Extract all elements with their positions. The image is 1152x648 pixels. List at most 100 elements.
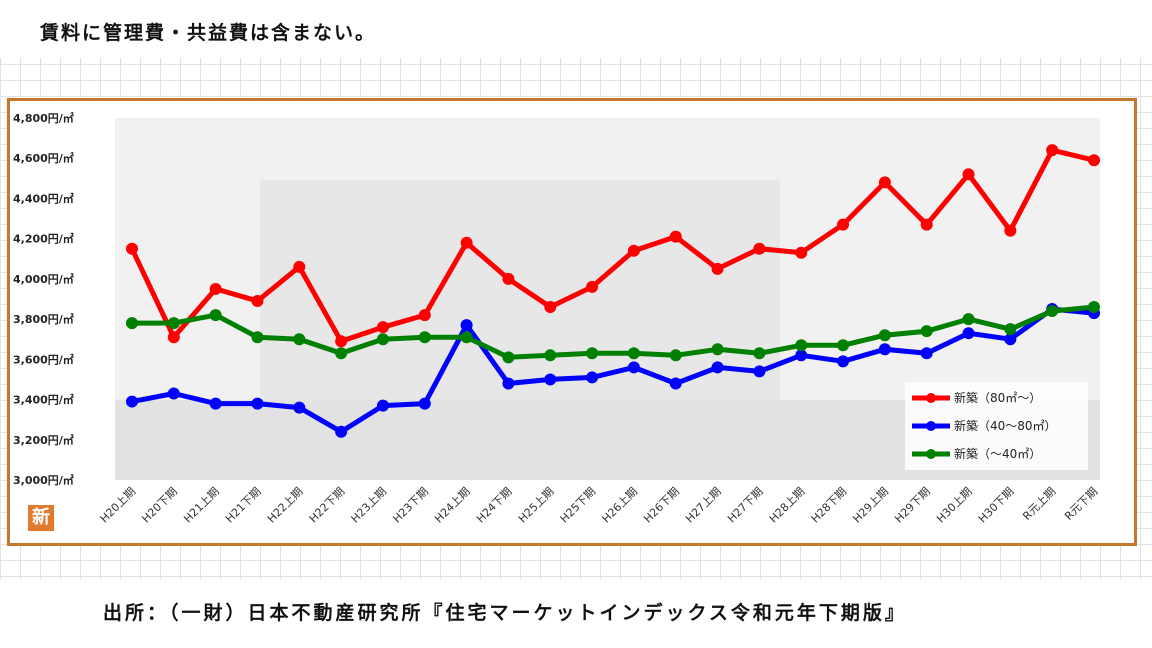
data-point xyxy=(502,351,515,364)
data-point xyxy=(753,365,766,378)
data-point xyxy=(837,218,850,231)
data-point xyxy=(460,319,473,332)
data-point xyxy=(586,347,599,360)
x-tick-label: H27下期 xyxy=(725,485,766,526)
data-point xyxy=(1004,224,1017,237)
x-tick-label: H20下期 xyxy=(139,485,180,526)
data-point xyxy=(753,242,766,255)
y-tick-label: 3,800円/㎡ xyxy=(13,312,74,326)
y-tick-label: 3,000円/㎡ xyxy=(13,473,74,487)
data-point xyxy=(293,260,306,273)
logo-badge: 新 xyxy=(28,505,54,531)
legend-label: 新築（40～80㎡） xyxy=(954,418,1057,433)
data-point xyxy=(878,343,891,356)
data-point xyxy=(418,331,431,344)
data-point xyxy=(878,329,891,342)
data-point xyxy=(167,387,180,400)
data-point xyxy=(837,339,850,352)
y-tick-label: 4,800円/㎡ xyxy=(13,111,74,125)
data-point xyxy=(544,373,557,386)
data-point xyxy=(627,244,640,257)
source-citation: 出所：（一財）日本不動産研究所『住宅マーケットインデックス令和元年下期版』 xyxy=(103,602,907,624)
data-point xyxy=(335,347,348,360)
x-tick-label: H21上期 xyxy=(181,485,222,526)
legend-marker xyxy=(926,449,936,459)
series-line-0 xyxy=(129,147,1095,344)
rent-note: 賃料に管理費・共益費は含まない。 xyxy=(40,22,377,44)
data-point xyxy=(627,347,640,360)
data-point xyxy=(293,401,306,414)
data-point xyxy=(795,339,808,352)
data-point xyxy=(167,331,180,344)
data-point xyxy=(711,361,724,374)
data-point xyxy=(586,280,599,293)
y-tick-label: 3,600円/㎡ xyxy=(13,352,74,366)
data-point xyxy=(251,397,264,410)
data-point xyxy=(502,377,515,390)
data-point xyxy=(669,230,682,243)
x-tick-label: H23上期 xyxy=(349,485,390,526)
x-tick-label: H28上期 xyxy=(767,485,808,526)
data-point xyxy=(376,333,389,346)
data-point xyxy=(335,335,348,348)
data-point xyxy=(711,343,724,356)
x-tick-label: H21下期 xyxy=(223,485,264,526)
x-tick-label: H30上期 xyxy=(934,485,975,526)
x-tick-label: H30下期 xyxy=(976,485,1017,526)
data-point xyxy=(962,327,975,340)
data-point xyxy=(251,295,264,308)
x-tick-label: R元上期 xyxy=(1020,485,1058,523)
data-point xyxy=(1046,305,1059,318)
data-point xyxy=(920,325,933,338)
data-point xyxy=(544,301,557,314)
data-point xyxy=(376,321,389,334)
data-point xyxy=(795,246,808,259)
data-point xyxy=(544,349,557,362)
data-point xyxy=(962,313,975,326)
data-point xyxy=(1004,333,1017,346)
legend-marker xyxy=(926,421,936,431)
legend-marker xyxy=(926,393,936,403)
x-tick-label: H28下期 xyxy=(809,485,850,526)
footer-band xyxy=(0,580,1152,648)
data-point xyxy=(126,317,138,330)
data-point xyxy=(1046,144,1059,157)
data-point xyxy=(878,176,891,189)
data-point xyxy=(209,309,222,322)
data-point xyxy=(126,242,138,255)
data-point xyxy=(586,371,599,384)
data-point xyxy=(669,377,682,390)
data-point xyxy=(962,168,975,181)
x-tick-label: H20上期 xyxy=(98,485,139,526)
data-point xyxy=(837,355,850,368)
legend-label: 新築（80㎡～） xyxy=(954,390,1041,405)
x-tick-label: H22下期 xyxy=(307,485,348,526)
x-tick-label: H25上期 xyxy=(516,485,557,526)
x-tick-label: H24上期 xyxy=(432,485,473,526)
data-point xyxy=(669,349,682,362)
data-point xyxy=(753,347,766,360)
y-tick-label: 4,400円/㎡ xyxy=(13,191,74,205)
data-point xyxy=(209,282,222,295)
legend-label: 新築（～40㎡） xyxy=(954,446,1041,461)
data-point xyxy=(460,236,473,249)
x-tick-label: H26下期 xyxy=(641,485,682,526)
data-point xyxy=(460,331,473,344)
data-point xyxy=(920,347,933,360)
y-tick-label: 4,000円/㎡ xyxy=(13,272,74,286)
data-point xyxy=(1004,323,1017,336)
data-point xyxy=(209,397,222,410)
data-point xyxy=(126,395,138,408)
data-point xyxy=(167,317,180,330)
x-tick-label: H29下期 xyxy=(892,485,933,526)
data-point xyxy=(627,361,640,374)
y-tick-label: 3,400円/㎡ xyxy=(13,393,74,407)
data-point xyxy=(1088,154,1100,167)
x-tick-label: H27上期 xyxy=(683,485,724,526)
x-tick-label: H22上期 xyxy=(265,485,306,526)
data-point xyxy=(1088,301,1100,314)
data-point xyxy=(418,309,431,322)
x-tick-label: H23下期 xyxy=(390,485,431,526)
data-point xyxy=(711,262,724,275)
